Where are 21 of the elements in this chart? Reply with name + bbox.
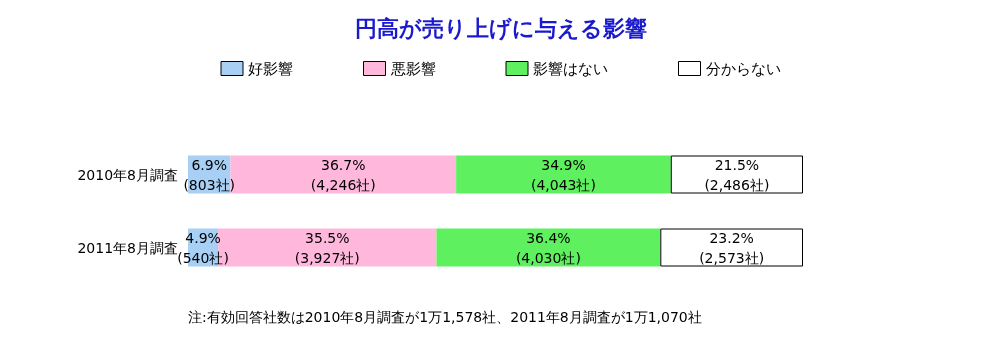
text: 注:有効回答社数は2010年8月調査が1万1,578社、2011年8月調査が1万1,070社 [188, 309, 702, 325]
data-label: 23.2% (2,573社) [699, 229, 765, 266]
data-label: 21.5% (2,486社) [704, 156, 770, 193]
y-tick-label: 2010年8月調査 [77, 166, 178, 183]
data-label: 36.4% (4,030社) [515, 229, 581, 266]
legend-label: 分からない [705, 59, 781, 78]
chart-title: 円高が売り上げに与える影響 [354, 15, 647, 41]
data-label: 36.7% (4,246社) [310, 156, 376, 193]
data-label: 6.9% (803社) [183, 156, 236, 193]
legend-label: 影響はない [533, 59, 608, 78]
legend-label: 好影響 [248, 59, 293, 78]
legend-label: 悪影響 [389, 59, 436, 78]
bar [456, 155, 671, 194]
data-label: 4.9% (540社) [177, 229, 229, 266]
data-label: 34.9% (4,043社) [530, 156, 596, 193]
bar [436, 228, 661, 267]
bar [660, 228, 803, 267]
y-tick-label: 2011年8月調査 [77, 239, 178, 256]
bar [230, 155, 457, 194]
bar [670, 155, 803, 194]
data-label: 35.5% (3,927社) [294, 229, 360, 266]
